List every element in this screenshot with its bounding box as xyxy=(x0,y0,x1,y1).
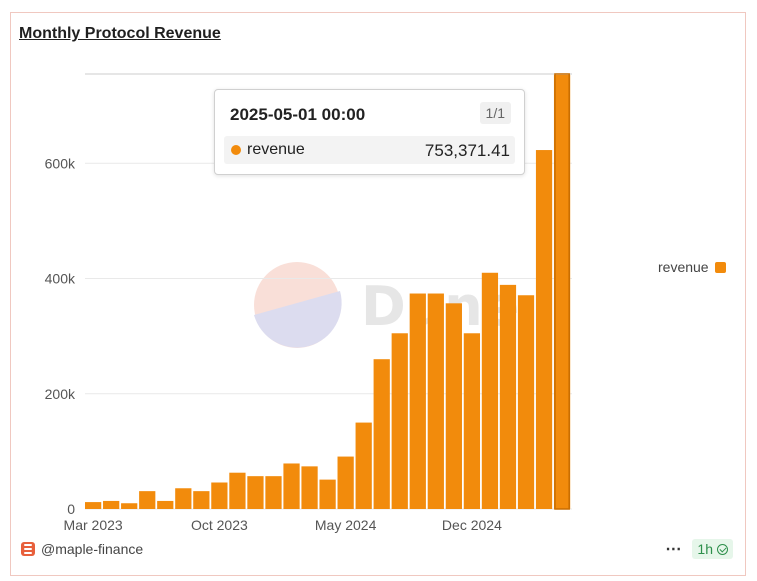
bar[interactable] xyxy=(463,333,481,509)
bar[interactable] xyxy=(481,272,499,509)
footer-actions: ⋯ 1h xyxy=(665,539,733,559)
bar[interactable] xyxy=(139,491,156,509)
bar[interactable] xyxy=(499,284,517,509)
y-tick-label: 200k xyxy=(45,386,76,402)
legend-swatch xyxy=(714,261,726,273)
y-axis: 0 200k 400k 600k xyxy=(45,155,76,517)
author-name: @maple-finance xyxy=(41,541,144,557)
bar[interactable] xyxy=(247,476,264,509)
tooltip-page-indicator: 1/1 xyxy=(479,102,511,124)
bars[interactable] xyxy=(85,73,571,510)
bar[interactable] xyxy=(85,502,102,509)
bar[interactable] xyxy=(391,333,408,509)
watermark-logo-slice xyxy=(254,291,342,348)
legend[interactable]: revenue xyxy=(658,259,726,275)
bar[interactable] xyxy=(283,463,300,509)
bar[interactable] xyxy=(373,359,390,509)
bar[interactable] xyxy=(265,476,282,509)
bar[interactable] xyxy=(337,456,354,509)
bar[interactable] xyxy=(409,293,426,509)
x-axis: Mar 2023 Oct 2023 May 2024 Dec 2024 xyxy=(64,517,503,533)
bar[interactable] xyxy=(553,74,571,509)
tooltip-date: 2025-05-01 00:00 xyxy=(230,105,366,124)
bar[interactable] xyxy=(301,466,318,509)
bar[interactable] xyxy=(103,500,120,509)
chart-title[interactable]: Monthly Protocol Revenue xyxy=(19,25,221,42)
bar[interactable] xyxy=(427,293,444,509)
tooltip-row: revenue 753,371.41 xyxy=(224,136,515,164)
bar[interactable] xyxy=(445,303,462,509)
bar[interactable] xyxy=(229,472,246,509)
tooltip-series-dot xyxy=(231,145,241,155)
x-tick-label: Oct 2023 xyxy=(191,517,248,533)
x-tick-label: Mar 2023 xyxy=(64,517,123,533)
bar[interactable] xyxy=(211,482,228,510)
legend-label: revenue xyxy=(658,259,709,275)
tooltip: 2025-05-01 00:00 1/1 revenue 753,371.41 xyxy=(214,89,525,175)
chart-card: Monthly Protocol Revenue Dune 0200k400k6… xyxy=(10,12,746,576)
bar[interactable] xyxy=(175,488,192,509)
y-tick-label: 400k xyxy=(45,271,76,287)
refresh-status-badge[interactable]: 1h xyxy=(692,539,733,559)
refresh-interval: 1h xyxy=(697,541,713,557)
bar[interactable] xyxy=(157,500,174,509)
author-link[interactable]: @maple-finance xyxy=(21,541,143,557)
bar[interactable] xyxy=(517,295,535,509)
y-tick-label: 0 xyxy=(67,501,75,517)
more-options-icon[interactable]: ⋯ xyxy=(665,541,683,558)
tooltip-value: 753,371.41 xyxy=(424,141,510,160)
maple-logo-icon xyxy=(21,542,35,556)
bar[interactable] xyxy=(319,479,336,509)
bar[interactable] xyxy=(535,150,553,510)
x-tick-label: Dec 2024 xyxy=(442,517,502,533)
bar[interactable] xyxy=(193,491,210,509)
hovered-bar-highlight xyxy=(554,73,570,510)
x-tick-label: May 2024 xyxy=(315,517,377,533)
bar[interactable] xyxy=(121,503,138,509)
bar[interactable] xyxy=(355,422,372,509)
tooltip-series-name: revenue xyxy=(247,141,305,158)
check-circle-icon xyxy=(717,543,728,555)
y-tick-label: 600k xyxy=(45,155,76,171)
